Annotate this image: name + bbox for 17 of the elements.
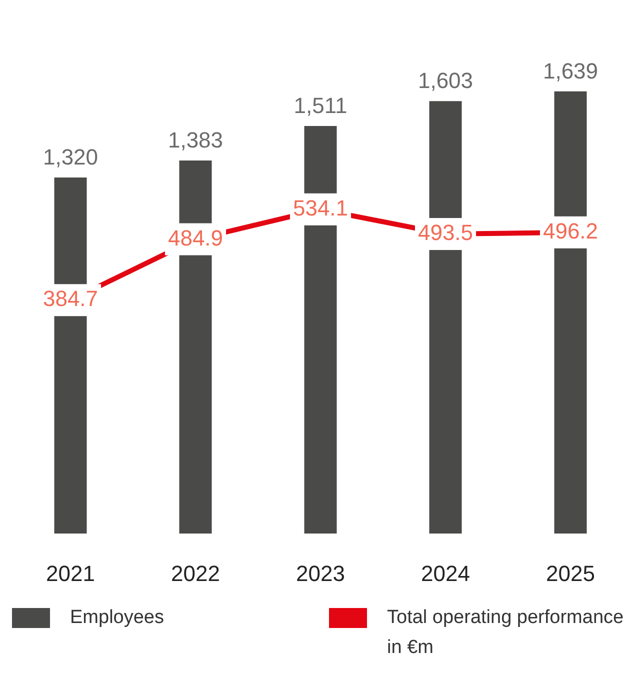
data-label: 534.1: [292, 195, 348, 220]
data-label: 493.5: [418, 220, 474, 246]
legend-label: Employees: [70, 606, 165, 630]
x-tick-label: 2023: [296, 560, 345, 586]
x-tick-label: 2025: [546, 560, 595, 586]
x-tick-label: 2024: [421, 560, 470, 586]
data-label: 484.9: [168, 225, 224, 250]
data-label: 1,320: [42, 144, 98, 170]
data-label: 1,511: [294, 93, 348, 118]
legend-label: Total operating performance in €m: [387, 606, 625, 660]
x-tick-label: 2021: [46, 560, 95, 586]
data-label: 1,639: [542, 58, 598, 84]
data-label: 1,383: [168, 128, 224, 153]
data-label: 496.2: [542, 218, 598, 244]
data-label: 384.7: [42, 286, 98, 312]
x-tick-label: 2022: [171, 560, 220, 586]
data-label: 1,603: [418, 68, 474, 94]
